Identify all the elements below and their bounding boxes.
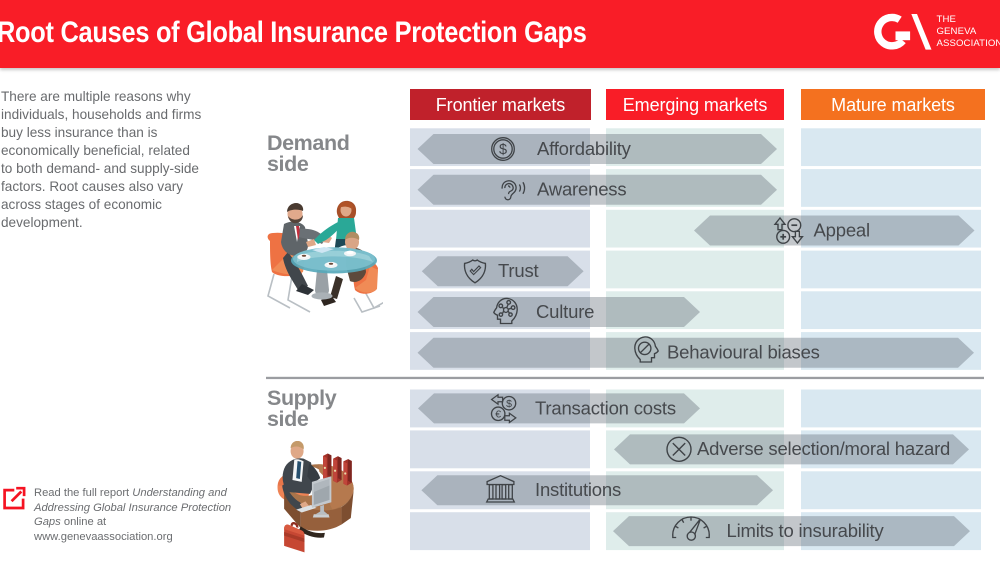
svg-text:$: $ bbox=[506, 398, 512, 410]
svg-text:Appeal: Appeal bbox=[814, 219, 870, 240]
svg-text:Transaction costs: Transaction costs bbox=[535, 397, 676, 418]
svg-text:Mature markets: Mature markets bbox=[831, 95, 955, 115]
svg-text:Adverse selection/moral hazard: Adverse selection/moral hazard bbox=[697, 438, 950, 459]
svg-text:THE: THE bbox=[937, 14, 957, 25]
svg-text:Affordability: Affordability bbox=[537, 138, 632, 159]
svg-text:Behavioural biases: Behavioural biases bbox=[667, 342, 820, 363]
svg-text:Emerging markets: Emerging markets bbox=[623, 95, 768, 115]
svg-text:$: $ bbox=[499, 142, 507, 158]
svg-text:GENEVA: GENEVA bbox=[937, 26, 977, 37]
svg-text:Awareness: Awareness bbox=[537, 179, 626, 200]
svg-text:Limits to insurability: Limits to insurability bbox=[727, 520, 885, 541]
svg-text:Frontier markets: Frontier markets bbox=[436, 95, 566, 115]
svg-text:ASSOCIATION: ASSOCIATION bbox=[937, 38, 1000, 49]
svg-text:Institutions: Institutions bbox=[535, 479, 621, 500]
svg-text:Culture: Culture bbox=[536, 301, 594, 322]
svg-text:Trust: Trust bbox=[498, 260, 539, 281]
svg-text:€: € bbox=[495, 409, 501, 421]
